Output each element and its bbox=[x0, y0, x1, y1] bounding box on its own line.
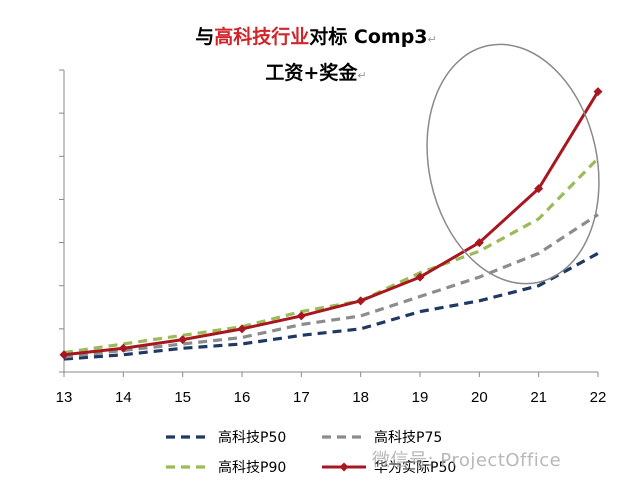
legend: 高科技P50 高科技P75 高科技P90 华为实际P50 bbox=[166, 429, 456, 476]
legend-label: 高科技P50 bbox=[218, 429, 286, 446]
series-layer bbox=[59, 87, 603, 361]
series-4 bbox=[59, 87, 603, 360]
subtitle-text: 工资+奖金 bbox=[265, 62, 358, 84]
data-point bbox=[356, 296, 366, 306]
x-tick-label: 20 bbox=[471, 389, 488, 406]
title-suffix: 对标 Comp3 bbox=[309, 26, 428, 48]
series-line bbox=[63, 90, 600, 357]
legend-item-2: 高科技P75 bbox=[322, 429, 442, 446]
title-highlight: 高科技行业 bbox=[214, 26, 310, 48]
legend-item-1: 高科技P50 bbox=[166, 429, 286, 446]
legend-label: 高科技P75 bbox=[374, 429, 442, 446]
series-1 bbox=[63, 251, 599, 361]
legend-item-4: 华为实际P50 bbox=[322, 460, 456, 476]
x-tick-labels: 13 14 15 16 17 18 19 20 21 22 bbox=[56, 389, 607, 406]
x-tick-label: 19 bbox=[412, 389, 429, 406]
highlight-ellipse bbox=[426, 43, 600, 285]
data-point bbox=[178, 335, 188, 345]
legend-label: 华为实际P50 bbox=[374, 460, 456, 476]
title-prefix: 与 bbox=[195, 26, 215, 48]
series-3 bbox=[63, 157, 600, 355]
x-tick-label: 13 bbox=[56, 389, 73, 406]
x-tick-label: 14 bbox=[115, 389, 132, 406]
x-tick-label: 22 bbox=[590, 389, 607, 406]
chart-axes bbox=[59, 69, 599, 377]
data-point bbox=[59, 350, 69, 360]
series-line bbox=[63, 251, 599, 361]
legend-marker bbox=[339, 462, 349, 472]
x-tick-label: 16 bbox=[234, 389, 251, 406]
chart-title-line1: 与高科技行业对标 Comp3↵ bbox=[0, 22, 632, 49]
data-point bbox=[593, 87, 603, 97]
data-point bbox=[534, 184, 544, 194]
series-line bbox=[63, 157, 600, 355]
data-point bbox=[118, 343, 128, 353]
data-point bbox=[296, 311, 306, 321]
legend-label: 高科技P90 bbox=[218, 459, 286, 476]
data-point bbox=[237, 324, 247, 334]
x-tick-label: 15 bbox=[174, 389, 191, 406]
data-point bbox=[415, 272, 425, 282]
data-point bbox=[474, 238, 484, 248]
return-mark-2: ↵ bbox=[357, 69, 367, 82]
x-tick-label: 21 bbox=[530, 389, 547, 406]
x-tick-label: 18 bbox=[352, 389, 369, 406]
legend-item-3: 高科技P90 bbox=[166, 459, 286, 476]
return-mark-1: ↵ bbox=[427, 33, 437, 46]
watermark: 微信号: ProjectOffice bbox=[372, 450, 562, 471]
series-2 bbox=[63, 213, 599, 359]
chart-title-line2: 工资+奖金↵ bbox=[0, 58, 632, 85]
series-line bbox=[63, 213, 599, 359]
x-tick-label: 17 bbox=[293, 389, 310, 406]
